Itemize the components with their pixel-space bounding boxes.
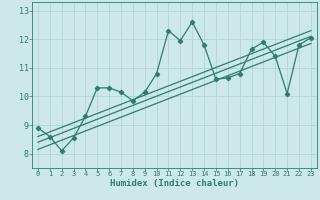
- X-axis label: Humidex (Indice chaleur): Humidex (Indice chaleur): [110, 179, 239, 188]
